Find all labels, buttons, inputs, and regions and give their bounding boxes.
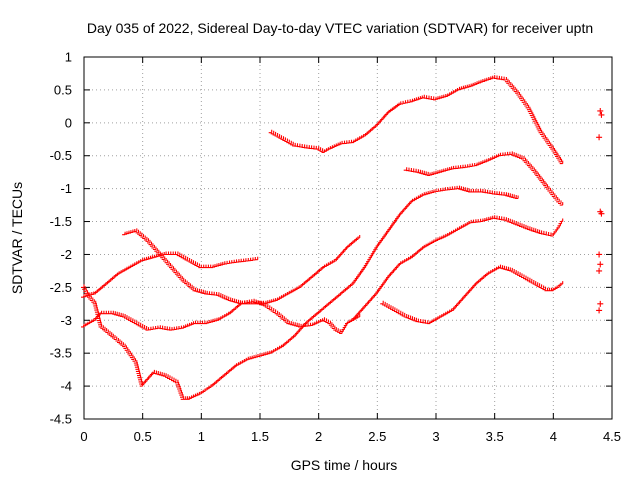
grid bbox=[84, 57, 612, 419]
y-tick-label: -0.5 bbox=[50, 148, 72, 163]
y-axis-label: SDTVAR / TECUs bbox=[9, 182, 25, 294]
data-points bbox=[81, 75, 605, 400]
series-track-2 bbox=[403, 151, 564, 206]
y-tick-label: 1 bbox=[65, 50, 72, 65]
series-track-3 bbox=[81, 251, 259, 298]
x-tick-label: 2 bbox=[315, 429, 322, 444]
x-tick-label: 2.5 bbox=[368, 429, 386, 444]
x-tick-label: 0.5 bbox=[134, 429, 152, 444]
x-tick-label: 3 bbox=[432, 429, 439, 444]
y-tick-label: -3.5 bbox=[50, 346, 72, 361]
y-tick-label: -2.5 bbox=[50, 280, 72, 295]
series-track-8 bbox=[380, 264, 564, 325]
x-tick-label: 0 bbox=[80, 429, 87, 444]
series-track-4 bbox=[81, 298, 361, 334]
y-tick-label: -1.5 bbox=[50, 214, 72, 229]
y-tick-label: 0.5 bbox=[54, 82, 72, 97]
x-tick-label: 4.5 bbox=[603, 429, 621, 444]
x-tick-label: 1 bbox=[198, 429, 205, 444]
y-tick-label: -4 bbox=[60, 379, 72, 394]
y-tick-label: -4.5 bbox=[50, 412, 72, 427]
x-tick-label: 4 bbox=[550, 429, 557, 444]
axis-ticks: 0 0.5 1 1.5 2 2.5 3 3.5 4 4.5 1 0.5 0 -0.5 -1 -1.5 -2 -2.… bbox=[50, 50, 621, 445]
chart-title: Day 035 of 2022, Sidereal Day-to-day VTE… bbox=[87, 20, 593, 36]
series-track-7 bbox=[350, 215, 564, 321]
series-track-5 bbox=[122, 228, 361, 305]
y-tick-label: -1 bbox=[60, 181, 72, 196]
series-track-1 bbox=[268, 75, 564, 165]
series-isolated bbox=[596, 107, 605, 314]
x-tick-label: 3.5 bbox=[486, 429, 504, 444]
y-tick-label: -3 bbox=[60, 313, 72, 328]
y-tick-label: -2 bbox=[60, 247, 72, 262]
x-tick-label: 1.5 bbox=[251, 429, 269, 444]
plot-frame bbox=[83, 56, 613, 420]
series-track-6 bbox=[81, 185, 519, 400]
y-tick-label: 0 bbox=[65, 115, 72, 130]
x-axis-label: GPS time / hours bbox=[291, 457, 398, 473]
